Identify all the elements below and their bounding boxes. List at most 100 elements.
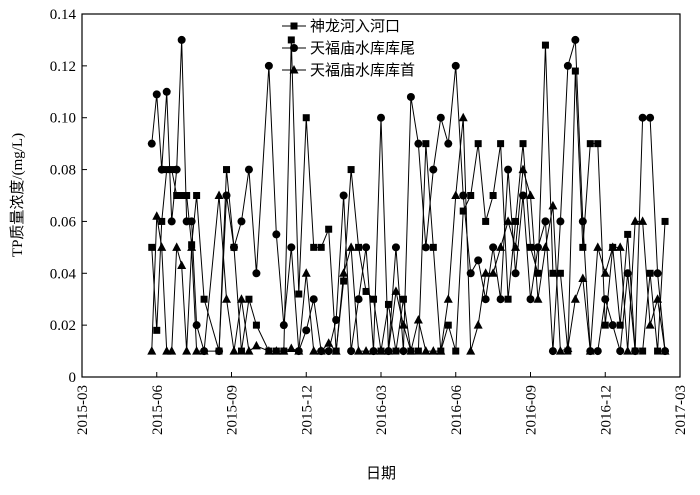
data-point xyxy=(548,347,557,356)
data-point xyxy=(533,243,542,252)
data-point xyxy=(157,165,166,174)
data-point xyxy=(147,346,157,355)
x-tick-label: 2015-09 xyxy=(225,385,241,435)
data-point xyxy=(645,320,655,329)
data-point xyxy=(638,216,648,225)
data-point xyxy=(578,217,587,226)
data-point xyxy=(384,300,392,308)
data-point xyxy=(534,269,542,277)
data-point xyxy=(302,114,310,122)
data-point xyxy=(608,321,617,330)
data-point xyxy=(279,321,288,330)
data-point xyxy=(548,200,558,210)
data-point xyxy=(200,295,208,303)
data-point xyxy=(482,217,490,225)
data-point xyxy=(497,140,505,148)
legend-marker xyxy=(290,22,298,30)
data-point xyxy=(429,165,438,174)
data-point xyxy=(187,242,197,251)
data-point xyxy=(355,243,363,251)
data-point xyxy=(172,242,182,251)
data-point xyxy=(361,346,371,355)
data-point xyxy=(429,243,437,251)
data-point xyxy=(392,347,400,355)
data-point xyxy=(541,217,550,226)
data-point xyxy=(279,346,289,355)
data-point xyxy=(214,190,224,199)
data-point xyxy=(527,243,534,251)
data-point xyxy=(252,321,260,329)
data-point xyxy=(301,268,311,277)
data-point xyxy=(653,269,662,278)
data-point xyxy=(639,347,647,355)
y-axis-label: TP质量浓度/(mg/L) xyxy=(9,133,26,257)
data-point xyxy=(511,242,521,251)
data-point xyxy=(511,269,520,278)
data-point xyxy=(376,346,386,355)
legend-marker xyxy=(289,65,299,74)
data-point xyxy=(601,295,610,304)
data-point xyxy=(187,217,196,226)
data-point xyxy=(167,346,177,355)
data-point xyxy=(264,61,273,70)
data-point xyxy=(496,295,505,304)
data-point xyxy=(251,340,261,350)
data-point xyxy=(556,217,565,226)
data-point xyxy=(646,113,655,122)
data-point xyxy=(422,140,430,148)
data-point xyxy=(346,242,356,251)
data-point xyxy=(215,347,224,356)
data-point xyxy=(162,87,171,96)
data-point xyxy=(533,294,543,303)
x-tick-label: 2016-12 xyxy=(598,385,614,435)
data-point xyxy=(593,242,603,251)
data-point xyxy=(183,192,191,199)
data-point xyxy=(518,164,528,174)
data-point xyxy=(467,192,475,199)
data-point xyxy=(496,242,506,251)
data-point xyxy=(237,347,245,355)
data-point xyxy=(571,35,580,44)
data-point xyxy=(563,61,572,70)
data-point xyxy=(362,287,370,295)
data-point xyxy=(444,321,452,329)
data-point xyxy=(152,211,162,220)
data-point xyxy=(331,346,341,355)
x-tick-label: 2015-03 xyxy=(75,385,91,435)
data-point xyxy=(294,346,304,355)
x-tick-label: 2017-03 xyxy=(673,385,689,435)
data-point xyxy=(406,346,416,355)
data-point xyxy=(451,61,460,70)
data-point xyxy=(223,166,231,174)
data-point xyxy=(481,295,490,304)
data-point xyxy=(578,273,588,282)
data-point xyxy=(264,346,274,355)
data-point xyxy=(489,192,497,199)
y-tick-label: 0.02 xyxy=(50,318,76,334)
data-point xyxy=(182,346,192,355)
data-point xyxy=(172,165,181,174)
y-tick-label: 0 xyxy=(69,370,77,386)
data-point xyxy=(339,191,348,200)
data-point xyxy=(556,269,564,277)
data-point xyxy=(443,294,453,303)
data-point xyxy=(324,347,333,356)
data-point xyxy=(316,346,326,355)
y-tick-label: 0.12 xyxy=(50,59,76,75)
y-tick-label: 0.10 xyxy=(50,111,76,127)
data-point xyxy=(192,321,201,330)
data-point xyxy=(317,243,325,251)
data-point xyxy=(157,242,167,251)
data-point xyxy=(272,230,281,239)
data-point xyxy=(163,166,171,174)
data-point xyxy=(229,346,239,355)
data-point xyxy=(458,112,468,122)
data-point xyxy=(638,113,647,122)
data-point xyxy=(540,242,550,251)
data-point xyxy=(451,190,461,199)
data-point xyxy=(391,243,400,252)
data-point xyxy=(369,346,379,355)
data-point xyxy=(309,295,318,304)
data-point xyxy=(519,140,527,148)
